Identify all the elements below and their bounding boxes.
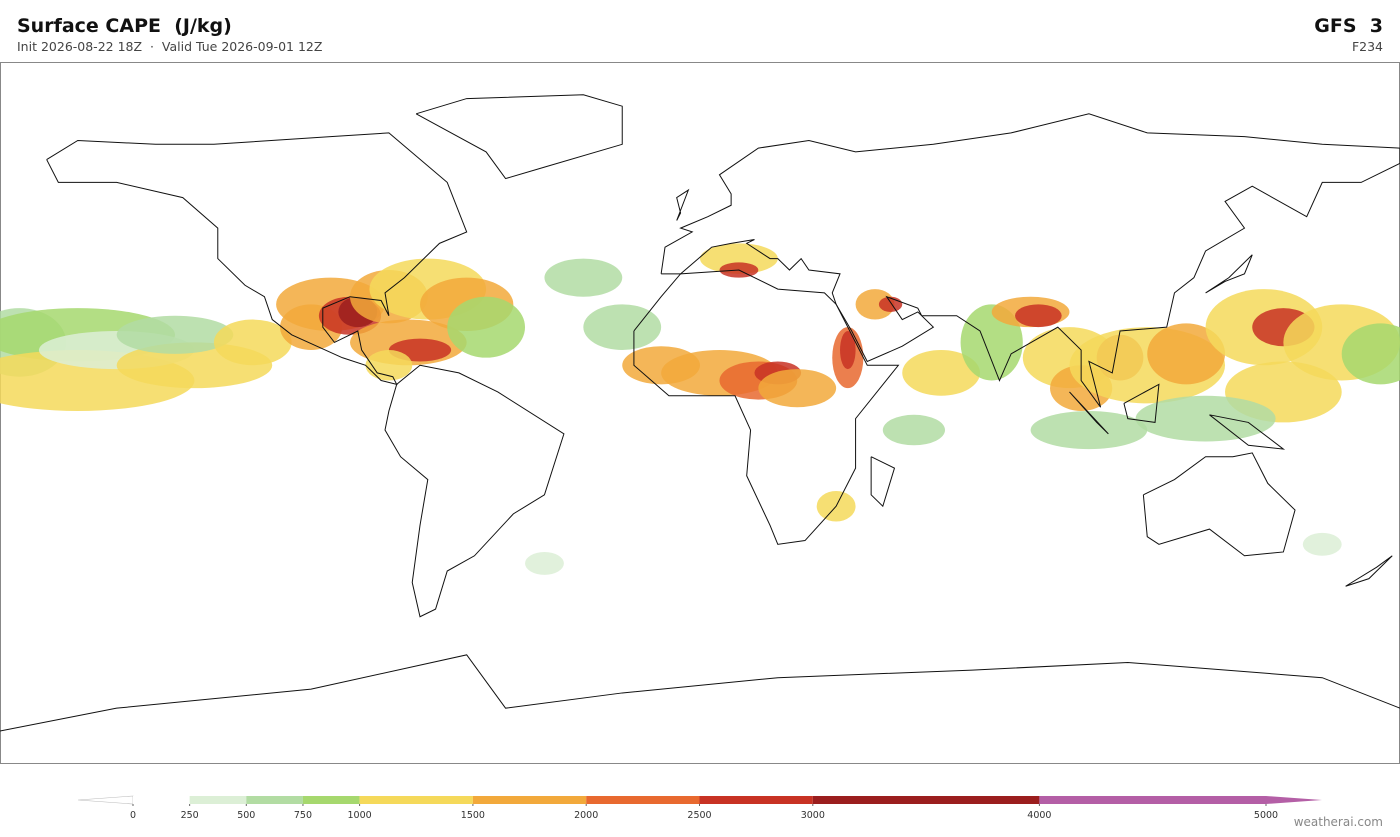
coastline	[660, 113, 1400, 408]
colorbar-tick-label: 0	[130, 810, 136, 821]
cape-patch	[447, 296, 526, 358]
coastline	[676, 188, 690, 221]
coastline	[633, 269, 900, 545]
cape-patch	[1015, 304, 1062, 328]
coastline	[1209, 414, 1286, 450]
colorbar-bin	[812, 796, 1040, 804]
colorbar-extend-low	[77, 795, 134, 805]
colorbar-tick-label: 2000	[574, 810, 598, 821]
colorbar-bin	[246, 796, 303, 804]
colorbar-tick-label: 750	[294, 810, 312, 821]
cape-field	[0, 243, 1400, 575]
coastline	[46, 132, 468, 386]
forecast-hour: F234	[1351, 39, 1383, 54]
coastline	[1123, 383, 1160, 423]
cape-patch	[1135, 395, 1276, 442]
colorbar-tick-label: 3000	[801, 810, 825, 821]
cape-patch	[1341, 323, 1400, 385]
colorbar-bin	[1039, 796, 1266, 804]
coastline	[870, 456, 896, 508]
coastline	[1205, 254, 1253, 294]
colorbar: 0 250 500 750 1000 1500 2000 2500 3000 4000 5000	[77, 795, 1322, 821]
colorbar-bin	[699, 796, 813, 804]
coastlines	[0, 94, 1400, 732]
colorbar-bin	[586, 796, 700, 804]
coastline	[1345, 555, 1393, 587]
coastline	[1069, 391, 1109, 435]
cape-patch	[1147, 323, 1226, 385]
colorbar-tick-label: 500	[237, 810, 255, 821]
coastline	[1142, 452, 1296, 557]
coastline	[415, 94, 623, 180]
colorbar-extend-high	[1266, 796, 1322, 804]
cape-patch	[882, 414, 946, 446]
cape-patch	[213, 319, 292, 366]
coastline	[384, 364, 565, 618]
cape-patch	[878, 296, 903, 312]
cape-patch	[583, 304, 662, 351]
colorbar-tick-label: 5000	[1254, 810, 1278, 821]
colorbar-bin	[133, 796, 190, 804]
colorbar-tick-label: 2500	[687, 810, 711, 821]
cape-patch	[544, 258, 623, 297]
colorbar-bin	[359, 796, 473, 804]
colorbar-bin	[302, 796, 360, 804]
colorbar-tick-label: 250	[181, 810, 199, 821]
map	[0, 62, 1400, 764]
cape-patch	[525, 551, 564, 575]
model-name: GFS 3	[1314, 15, 1383, 37]
map-title: Surface CAPE (J/kg)	[17, 15, 232, 37]
coastline	[0, 654, 1400, 732]
cape-patch	[902, 350, 981, 396]
cape-patch	[840, 330, 856, 370]
colorbar-tick-label: 4000	[1027, 810, 1051, 821]
colorbar-bin	[189, 796, 247, 804]
cape-patch	[855, 289, 895, 320]
cape-patch	[758, 369, 837, 408]
colorbar-bin	[472, 796, 587, 804]
credit: weatherai.com	[1293, 815, 1383, 829]
cape-patch	[1302, 532, 1342, 556]
cape-patch	[116, 315, 234, 354]
colorbar-tick-label: 1500	[461, 810, 485, 821]
colorbar-tick-label: 1000	[348, 810, 372, 821]
map-subtitle: Init 2026-08-22 18Z · Valid Tue 2026-09-…	[17, 39, 323, 54]
cape-patch	[1030, 411, 1148, 450]
